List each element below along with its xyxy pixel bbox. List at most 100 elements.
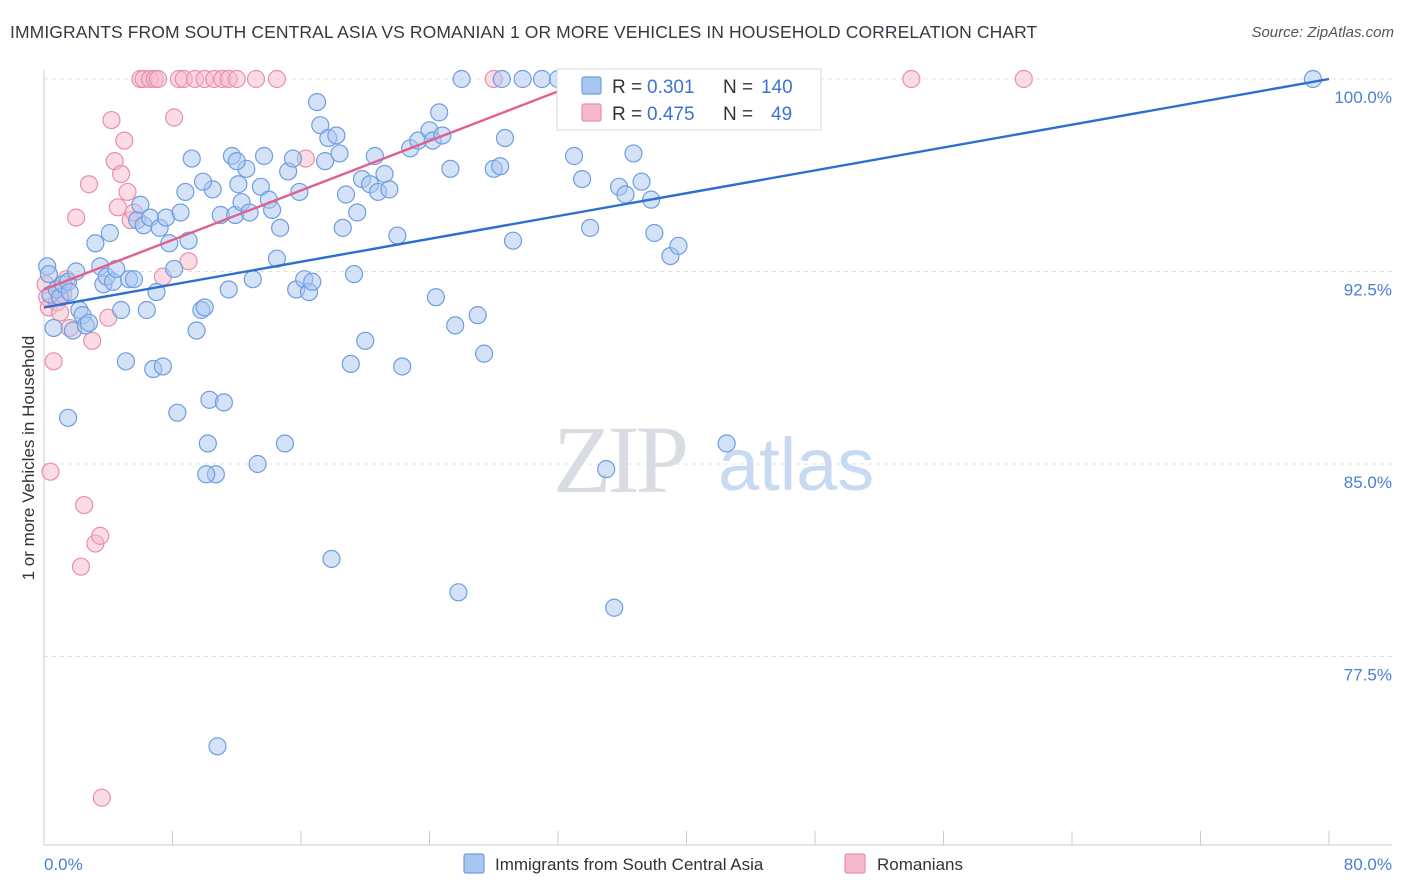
y-tick-label-1: 92.5% xyxy=(1344,281,1392,300)
south-central-asia-point-70 xyxy=(283,149,303,168)
south-central-asia-point-39 xyxy=(168,403,187,422)
south-central-asia-point-110 xyxy=(491,157,510,176)
romanians-point-3 xyxy=(41,462,60,481)
south-central-asia-point-119 xyxy=(581,218,600,237)
romanians-point-23 xyxy=(115,131,134,150)
south-central-asia-point-107 xyxy=(468,306,487,325)
south-central-asia-point-83 xyxy=(333,218,352,237)
legend-label-blue: Immigrants from South Central Asia xyxy=(495,855,764,874)
south-central-asia-point-40 xyxy=(171,203,190,222)
south-central-asia-point-3 xyxy=(44,318,63,338)
south-central-asia-point-123 xyxy=(616,185,635,204)
south-central-asia-point-20 xyxy=(100,223,119,243)
south-central-asia-point-1 xyxy=(39,264,58,284)
x-tick-label-min: 0.0% xyxy=(44,855,83,874)
romanians-point-10 xyxy=(67,208,86,227)
romanians-point-14 xyxy=(83,331,102,350)
south-central-asia-point-26 xyxy=(124,270,144,289)
x-tick-label-max: 80.0% xyxy=(1344,855,1392,874)
south-central-asia-point-35 xyxy=(153,357,172,376)
romanians-point-43 xyxy=(246,69,266,89)
south-central-asia-point-139 xyxy=(197,465,216,484)
south-central-asia-point-102 xyxy=(430,103,449,122)
y-tick-label-3: 77.5% xyxy=(1344,666,1392,685)
stats-swatch-pink xyxy=(581,103,602,122)
south-central-asia-point-124 xyxy=(624,144,643,163)
y-tick-label-2: 85.0% xyxy=(1344,473,1392,492)
south-central-asia-point-62 xyxy=(251,177,270,196)
south-central-asia-point-63 xyxy=(254,146,274,166)
stats-r-value-2: 0.475 xyxy=(647,104,695,125)
south-central-asia-point-24 xyxy=(116,352,136,371)
south-central-asia-point-53 xyxy=(219,280,238,299)
source-credit: Source: ZipAtlas.com xyxy=(1251,24,1394,41)
south-central-asia-point-137 xyxy=(193,172,213,191)
x-axis-ticks xyxy=(43,831,1330,845)
romanians-point-11 xyxy=(71,557,91,576)
stats-r-label-1: R = xyxy=(612,77,642,98)
y-tick-label-0: 100.0% xyxy=(1334,88,1392,107)
trend-line-south-central-asia xyxy=(43,77,1330,309)
south-central-asia-point-114 xyxy=(492,69,511,89)
romanians-point-33 xyxy=(165,108,184,127)
south-central-asia-point-111 xyxy=(495,128,515,148)
south-central-asia-point-78 xyxy=(315,152,335,171)
south-central-asia-point-89 xyxy=(356,331,375,350)
south-central-asia-point-125 xyxy=(632,172,651,191)
south-central-asia-point-113 xyxy=(513,69,532,89)
south-central-asia-point-93 xyxy=(375,164,394,184)
south-central-asia-point-15 xyxy=(58,408,78,427)
south-central-asia-point-94 xyxy=(380,180,399,199)
romanians-point-36 xyxy=(179,252,198,271)
south-central-asia-point-14 xyxy=(79,313,99,332)
south-central-asia-point-106 xyxy=(449,583,468,602)
stats-n-value-1: 140 xyxy=(761,77,793,98)
y-axis-label: 1 or more Vehicles in Household xyxy=(19,336,38,581)
south-central-asia-point-118 xyxy=(572,170,592,189)
romanians-point-16 xyxy=(91,526,110,545)
romanians-point-24 xyxy=(118,182,137,202)
south-central-asia-point-108 xyxy=(475,344,494,363)
south-central-asia-point-75 xyxy=(303,272,322,291)
south-central-asia-point-112 xyxy=(503,231,523,250)
watermark-zip: ZIP xyxy=(553,406,686,513)
south-central-asia-point-127 xyxy=(645,223,664,243)
south-central-asia-point-16 xyxy=(86,234,105,253)
south-central-asia-point-56 xyxy=(229,175,248,194)
south-central-asia-point-117 xyxy=(564,146,584,166)
south-central-asia-point-43 xyxy=(182,149,201,168)
south-central-asia-point-121 xyxy=(605,598,624,617)
south-central-asia-point-30 xyxy=(137,300,156,320)
south-central-asia-point-38 xyxy=(165,259,184,279)
south-central-asia-point-136 xyxy=(208,737,227,756)
romanians-point-19 xyxy=(102,110,121,130)
stats-n-label-2: N = xyxy=(723,104,753,125)
south-central-asia-point-68 xyxy=(275,434,295,453)
south-central-asia-point-84 xyxy=(336,185,356,204)
south-central-asia-point-133 xyxy=(452,69,471,89)
south-central-asia-point-105 xyxy=(446,316,465,335)
romanians-points xyxy=(36,69,1033,807)
south-central-asia-point-77 xyxy=(311,116,330,135)
south-central-asia-point-82 xyxy=(330,144,349,163)
axes xyxy=(43,70,1392,846)
south-central-asia-point-96 xyxy=(393,357,412,376)
south-central-asia-point-86 xyxy=(344,264,364,284)
south-central-asia-point-44 xyxy=(187,321,206,340)
south-central-asia-point-76 xyxy=(307,92,327,112)
romanians-point-17 xyxy=(92,788,111,807)
romanians-point-22 xyxy=(111,164,131,184)
south-central-asia-point-23 xyxy=(111,300,131,320)
south-central-asia-point-41 xyxy=(176,182,195,202)
south-central-asia-point-61 xyxy=(248,454,267,474)
south-central-asia-point-101 xyxy=(426,288,446,307)
stats-box: R = 0.301 N = 140 R = 0.475 N = 49 xyxy=(556,68,822,131)
romanians-point-13 xyxy=(79,175,99,194)
watermark-atlas: atlas xyxy=(718,423,874,506)
legend-swatch-pink xyxy=(844,853,866,874)
romanians-point-4 xyxy=(44,352,63,371)
stats-n-label-1: N = xyxy=(723,77,753,98)
romanians-point-21 xyxy=(108,198,127,217)
romanians-point-44 xyxy=(267,69,287,89)
south-central-asia-point-104 xyxy=(441,159,460,178)
